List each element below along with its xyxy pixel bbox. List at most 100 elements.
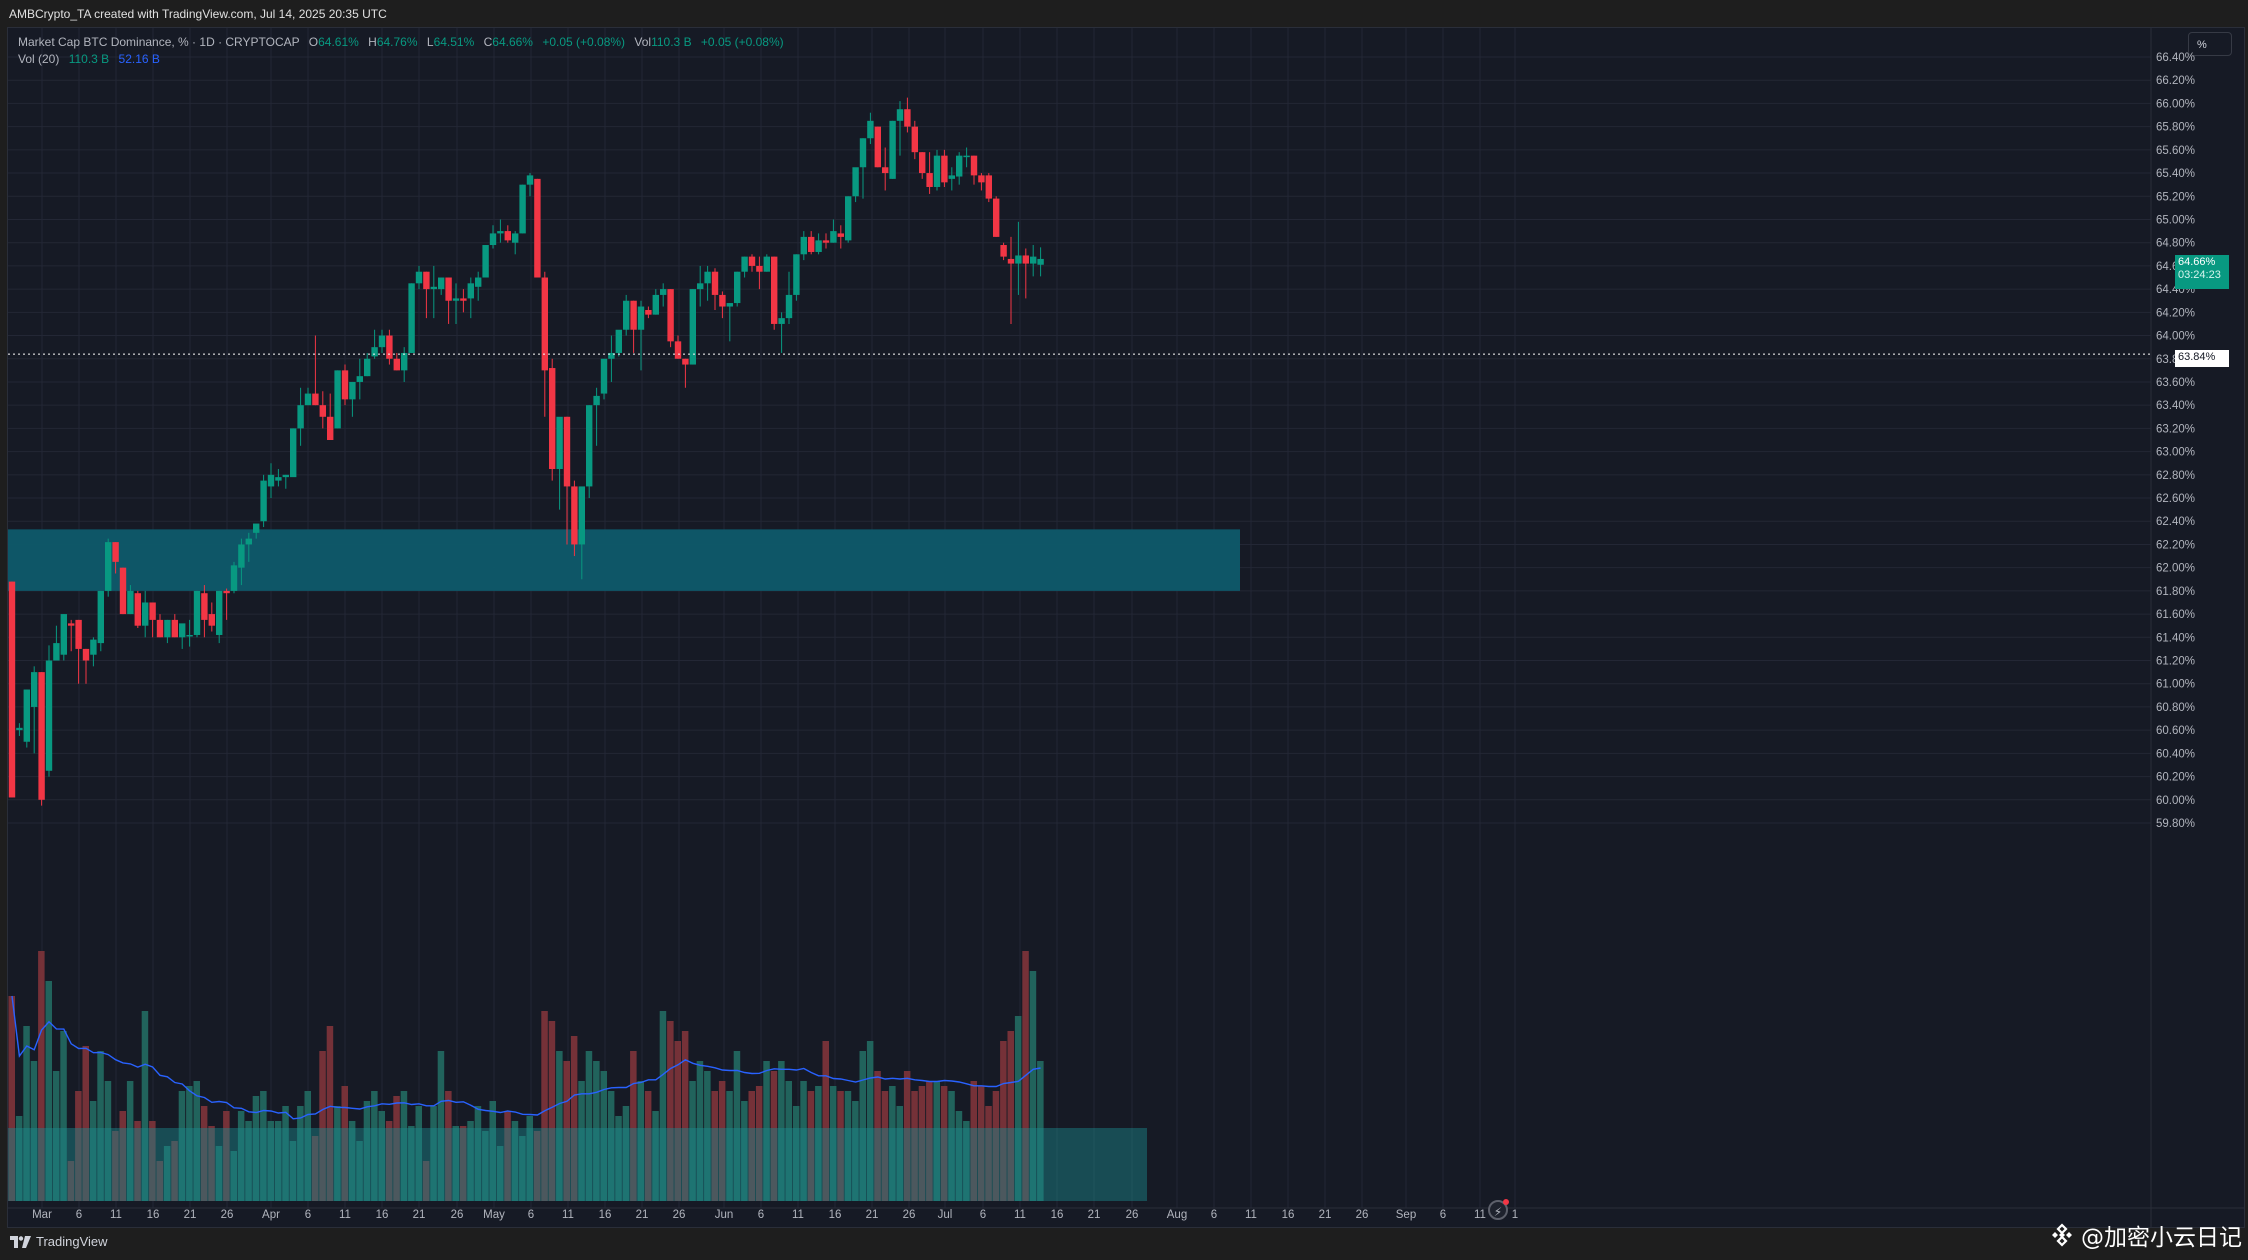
volume-bar: [815, 1086, 822, 1201]
volume-bar: [245, 1121, 252, 1201]
time-tick-label[interactable]: Jul: [938, 1209, 953, 1221]
time-tick-label[interactable]: 11: [792, 1209, 804, 1221]
time-tick-label[interactable]: 6: [1211, 1209, 1217, 1221]
price-tick-label: 65.40%: [2156, 168, 2195, 180]
time-tick-label[interactable]: 26: [221, 1209, 234, 1221]
candle-body: [38, 672, 45, 800]
time-tick-label[interactable]: Apr: [262, 1209, 280, 1221]
volume-bar: [733, 1051, 741, 1201]
time-tick-label[interactable]: 6: [305, 1209, 311, 1221]
time-tick-label[interactable]: Sep: [1396, 1209, 1416, 1221]
candle-body: [267, 474, 275, 487]
volume-bar: [38, 951, 45, 1201]
time-tick-label[interactable]: 16: [829, 1209, 842, 1221]
time-tick-label[interactable]: 26: [1126, 1209, 1139, 1221]
time-tick-label[interactable]: 11: [110, 1209, 122, 1221]
candle-body: [208, 614, 215, 626]
time-tick-label[interactable]: 11: [1474, 1209, 1486, 1221]
volume-bar: [282, 1106, 289, 1201]
time-tick-label[interactable]: 21: [413, 1209, 426, 1221]
time-tick-label[interactable]: 21: [1319, 1209, 1332, 1221]
time-tick-label[interactable]: 16: [599, 1209, 612, 1221]
candle-body: [534, 178, 541, 278]
time-tick-label[interactable]: May: [483, 1209, 505, 1221]
price-tick-label: 61.00%: [2156, 679, 2195, 691]
candle-body: [874, 126, 881, 168]
symbol-name[interactable]: Market Cap BTC Dominance, % · 1D · CRYPT…: [18, 35, 300, 49]
watermark: @加密小云日记: [2049, 1218, 2242, 1252]
candle-body: [837, 233, 844, 237]
candle-body: [105, 542, 112, 591]
candle-body: [859, 138, 867, 168]
candle-body: [97, 590, 104, 644]
time-tick-label[interactable]: 6: [76, 1209, 82, 1221]
candle-body: [652, 294, 659, 315]
volume-bar: [911, 1091, 918, 1201]
time-tick-label[interactable]: 6: [758, 1209, 764, 1221]
candle-body: [245, 538, 252, 545]
volume-bar: [807, 1091, 815, 1201]
lightning-alert-icon[interactable]: ⚡: [1488, 1199, 1509, 1220]
time-tick-label[interactable]: 21: [1088, 1209, 1101, 1221]
time-tick-label[interactable]: 16: [147, 1209, 160, 1221]
time-tick-label[interactable]: 11: [562, 1209, 574, 1221]
volume-bar: [948, 1091, 955, 1201]
time-tick-label[interactable]: 26: [1356, 1209, 1369, 1221]
candle-body: [1000, 245, 1007, 257]
tradingview-logo[interactable]: TradingView: [10, 1234, 108, 1249]
volume-ma-line: [11, 995, 1041, 1120]
candle-body: [778, 318, 785, 324]
volume-bar: [289, 1141, 297, 1201]
price-tick-label: 60.20%: [2156, 772, 2195, 784]
candle-body: [75, 619, 82, 649]
time-tick-label[interactable]: 11: [1014, 1209, 1026, 1221]
time-tick-label[interactable]: 1: [1512, 1209, 1518, 1221]
time-tick-label[interactable]: 26: [673, 1209, 686, 1221]
low-value: 64.51%: [433, 35, 475, 49]
price-chart-canvas[interactable]: 66.40% 66.20% 66.00% 65.80% 65.60% 65.40% 65.2…: [8, 28, 2244, 1227]
price-tick-label: 62.40%: [2156, 516, 2195, 528]
time-tick-label[interactable]: 16: [1282, 1209, 1295, 1221]
candle-body: [1022, 255, 1029, 264]
unit-button[interactable]: %: [2188, 32, 2232, 56]
candle-body: [867, 120, 874, 139]
time-tick-label[interactable]: 16: [1051, 1209, 1064, 1221]
support-zone-rect[interactable]: [8, 529, 1240, 591]
time-tick-label[interactable]: Aug: [1167, 1209, 1187, 1221]
time-tick-label[interactable]: Mar: [32, 1209, 52, 1221]
time-tick-label[interactable]: 21: [636, 1209, 649, 1221]
volume-bar: [778, 1061, 785, 1201]
volume-bar: [630, 1051, 637, 1201]
volume-bar: [45, 981, 52, 1201]
time-tick-label[interactable]: 11: [339, 1209, 351, 1221]
candle-body: [504, 231, 511, 241]
time-tick-label[interactable]: 6: [980, 1209, 986, 1221]
volume-indicator-name[interactable]: Vol (20): [18, 52, 60, 66]
time-tick-label[interactable]: 21: [184, 1209, 197, 1221]
volume-bar: [156, 1161, 163, 1201]
volume-bar: [933, 1081, 940, 1201]
time-tick-label[interactable]: 6: [1440, 1209, 1446, 1221]
volume-bar: [800, 1081, 807, 1201]
volume-bar: [866, 1041, 874, 1201]
time-tick-label[interactable]: 6: [528, 1209, 534, 1221]
volume-bar: [178, 1091, 186, 1201]
candle-body: [482, 245, 489, 278]
time-tick-label[interactable]: 26: [903, 1209, 916, 1221]
volume-zone-rect[interactable]: [8, 1128, 1147, 1201]
time-tick-label[interactable]: 21: [866, 1209, 879, 1221]
time-tick-label[interactable]: 16: [376, 1209, 389, 1221]
volume-bar: [963, 1121, 970, 1201]
time-tick-label[interactable]: Jun: [715, 1209, 734, 1221]
volume-bar: [393, 1096, 400, 1201]
price-tick-label: 66.00%: [2156, 98, 2195, 110]
chart-panel[interactable]: Market Cap BTC Dominance, % · 1D · CRYPT…: [7, 27, 2245, 1228]
candle-body: [452, 298, 460, 301]
candle-body: [408, 283, 415, 353]
candle-body: [711, 271, 719, 295]
candle-body: [911, 126, 918, 153]
volume-change: +0.05 (+0.08%): [700, 35, 784, 49]
volume-bar: [378, 1111, 385, 1201]
time-tick-label[interactable]: 11: [1245, 1209, 1257, 1221]
time-tick-label[interactable]: 26: [451, 1209, 464, 1221]
